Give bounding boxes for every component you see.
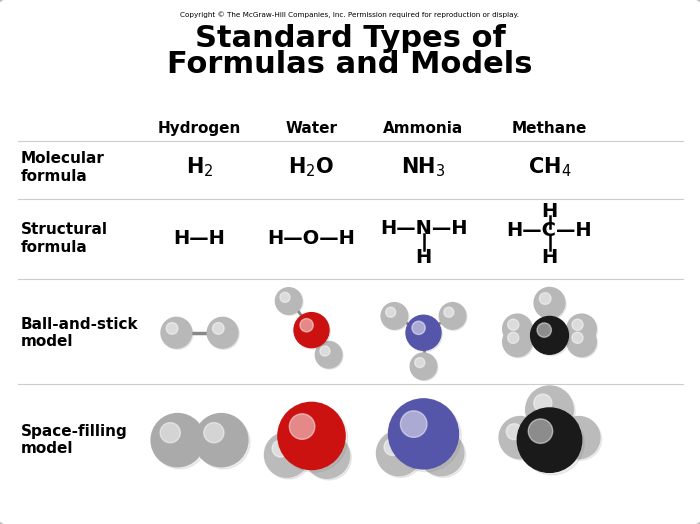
Ellipse shape xyxy=(312,441,330,458)
Ellipse shape xyxy=(414,357,425,368)
Ellipse shape xyxy=(440,303,466,329)
Text: Water: Water xyxy=(286,121,337,136)
Ellipse shape xyxy=(304,433,349,478)
Ellipse shape xyxy=(532,318,570,356)
Ellipse shape xyxy=(558,417,600,458)
Ellipse shape xyxy=(407,316,442,352)
Text: H—C—H: H—C—H xyxy=(507,221,592,239)
Ellipse shape xyxy=(520,410,584,475)
Ellipse shape xyxy=(300,319,314,332)
Ellipse shape xyxy=(204,422,224,443)
Ellipse shape xyxy=(506,424,522,440)
Ellipse shape xyxy=(377,431,421,476)
Ellipse shape xyxy=(500,418,542,460)
Ellipse shape xyxy=(276,289,303,315)
Ellipse shape xyxy=(426,439,444,455)
Ellipse shape xyxy=(384,439,401,455)
Ellipse shape xyxy=(153,416,206,469)
Ellipse shape xyxy=(410,353,437,380)
Ellipse shape xyxy=(565,424,581,440)
Ellipse shape xyxy=(528,388,575,435)
Ellipse shape xyxy=(295,314,330,349)
Text: Hydrogen: Hydrogen xyxy=(158,121,241,136)
Ellipse shape xyxy=(568,329,598,358)
Ellipse shape xyxy=(166,323,178,334)
Ellipse shape xyxy=(568,315,598,345)
Ellipse shape xyxy=(386,307,396,317)
Ellipse shape xyxy=(567,314,596,344)
Ellipse shape xyxy=(266,434,311,479)
Ellipse shape xyxy=(508,332,519,343)
Ellipse shape xyxy=(559,418,601,460)
Ellipse shape xyxy=(389,399,459,469)
Text: Standard Types of: Standard Types of xyxy=(195,24,505,52)
Ellipse shape xyxy=(412,354,438,381)
Text: Molecular
formula: Molecular formula xyxy=(21,151,105,184)
Ellipse shape xyxy=(572,332,583,343)
Text: H—O—H: H—O—H xyxy=(267,229,356,248)
Text: H—N—H: H—N—H xyxy=(379,220,468,238)
Text: H: H xyxy=(541,248,558,267)
Ellipse shape xyxy=(316,342,342,368)
Text: Ammonia: Ammonia xyxy=(384,121,463,136)
Ellipse shape xyxy=(209,319,239,350)
Ellipse shape xyxy=(534,394,552,412)
Ellipse shape xyxy=(391,402,461,472)
Ellipse shape xyxy=(195,413,248,467)
Ellipse shape xyxy=(265,432,309,477)
Ellipse shape xyxy=(499,417,541,458)
Ellipse shape xyxy=(504,329,533,358)
Ellipse shape xyxy=(503,314,532,344)
Ellipse shape xyxy=(272,440,289,457)
Ellipse shape xyxy=(517,408,582,472)
Ellipse shape xyxy=(572,319,583,330)
Ellipse shape xyxy=(504,315,533,345)
Ellipse shape xyxy=(440,304,467,330)
Ellipse shape xyxy=(400,411,427,438)
Ellipse shape xyxy=(406,315,441,350)
Text: H$_2$: H$_2$ xyxy=(186,156,214,180)
Ellipse shape xyxy=(162,319,193,350)
Text: NH$_3$: NH$_3$ xyxy=(401,156,446,180)
Text: Methane: Methane xyxy=(512,121,587,136)
Ellipse shape xyxy=(382,304,409,330)
Ellipse shape xyxy=(567,327,596,357)
Ellipse shape xyxy=(539,293,551,304)
Text: Structural
formula: Structural formula xyxy=(21,222,108,255)
Ellipse shape xyxy=(421,433,466,477)
Text: Copyright © The McGraw-Hill Companies, Inc. Permission required for reproduction: Copyright © The McGraw-Hill Companies, I… xyxy=(181,12,519,18)
Ellipse shape xyxy=(381,303,407,329)
Ellipse shape xyxy=(281,405,348,472)
Ellipse shape xyxy=(160,422,181,443)
Ellipse shape xyxy=(444,307,454,317)
Text: Formulas and Models: Formulas and Models xyxy=(167,50,533,79)
Ellipse shape xyxy=(526,386,573,433)
Ellipse shape xyxy=(536,289,566,320)
Ellipse shape xyxy=(503,327,532,357)
Text: H: H xyxy=(541,202,558,221)
Ellipse shape xyxy=(320,346,330,356)
Ellipse shape xyxy=(307,435,351,480)
Ellipse shape xyxy=(278,402,345,470)
Ellipse shape xyxy=(161,318,192,348)
Ellipse shape xyxy=(531,316,568,354)
Ellipse shape xyxy=(316,343,343,369)
Ellipse shape xyxy=(412,321,425,334)
Ellipse shape xyxy=(280,292,290,302)
Ellipse shape xyxy=(151,413,204,467)
Ellipse shape xyxy=(378,433,423,477)
Ellipse shape xyxy=(275,288,302,314)
Ellipse shape xyxy=(207,318,238,348)
Ellipse shape xyxy=(289,414,315,439)
Ellipse shape xyxy=(419,431,464,476)
Ellipse shape xyxy=(528,419,553,443)
Ellipse shape xyxy=(537,323,552,337)
Ellipse shape xyxy=(197,416,250,469)
Text: H$_2$O: H$_2$O xyxy=(288,156,335,180)
Ellipse shape xyxy=(534,288,565,318)
Text: CH$_4$: CH$_4$ xyxy=(528,156,571,180)
Text: Ball-and-stick
model: Ball-and-stick model xyxy=(21,316,139,349)
Text: H: H xyxy=(415,248,432,267)
Text: H—H: H—H xyxy=(174,229,225,248)
